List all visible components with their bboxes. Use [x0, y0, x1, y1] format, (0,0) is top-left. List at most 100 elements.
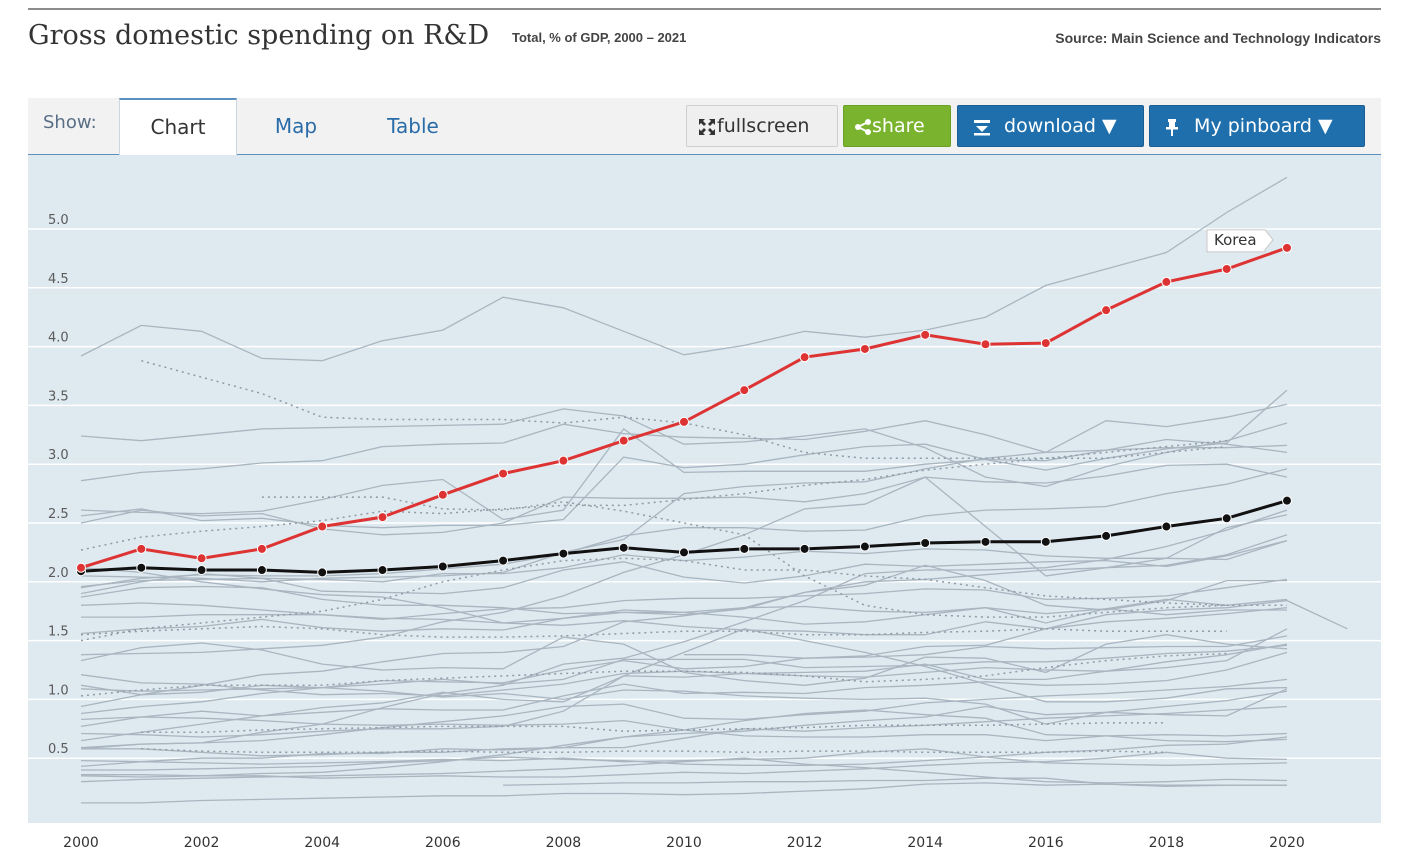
- average-point: [498, 555, 509, 566]
- country-series-line: [80, 539, 1288, 595]
- country-series-line: [80, 403, 1288, 482]
- country-series-line: [80, 651, 1288, 728]
- korea-point: [136, 543, 147, 554]
- x-tick-label: 2006: [425, 835, 461, 851]
- average-point: [859, 541, 870, 552]
- aggregate-series-line: [80, 625, 1227, 638]
- share-icon: [855, 118, 871, 135]
- pinboard-label: My pinboard ▼: [1194, 115, 1333, 137]
- y-tick-label: 2.0: [48, 566, 69, 581]
- tab-chart[interactable]: Chart: [119, 98, 237, 155]
- country-series-line: [80, 684, 1288, 725]
- page-subtitle: Total, % of GDP, 2000 – 2021: [512, 30, 687, 45]
- country-series-line: [80, 628, 1288, 738]
- average-point: [377, 565, 388, 576]
- country-series-line: [81, 705, 1288, 757]
- tab-map[interactable]: Map: [274, 114, 318, 138]
- korea-point: [739, 385, 750, 396]
- korea-tooltip: Korea: [1206, 229, 1274, 253]
- average-point: [256, 565, 267, 576]
- country-series-line: [81, 782, 1287, 804]
- country-series-line: [80, 748, 1288, 766]
- x-tick-label: 2000: [63, 835, 99, 851]
- download-icon: [974, 119, 990, 135]
- korea-point: [558, 455, 569, 466]
- y-tick-label: 1.5: [48, 625, 69, 640]
- aggregate-series-line: [141, 748, 1167, 754]
- x-axis-labels: 2000 2002 2004 2006 2008 2010 2012 2014 2016 2018…: [63, 835, 1305, 851]
- country-series-line: [80, 408, 1288, 488]
- korea-point: [256, 543, 267, 554]
- country-series-line: [80, 578, 1288, 621]
- average-point: [558, 548, 569, 559]
- average-point: [317, 567, 328, 578]
- country-series-line: [80, 751, 1288, 779]
- country-series-line: [80, 757, 1288, 784]
- country-series-line: [80, 509, 1288, 750]
- x-tick-label: 2008: [546, 835, 582, 851]
- y-tick-label: 3.5: [48, 389, 69, 404]
- country-series-line: [80, 634, 1288, 686]
- korea-point: [920, 329, 931, 340]
- average-point: [196, 565, 207, 576]
- korea-point: [679, 416, 689, 427]
- pin-icon: [1166, 118, 1178, 136]
- x-tick-label: 2014: [907, 835, 943, 851]
- korea-point: [1282, 242, 1292, 253]
- average-point: [136, 562, 147, 573]
- country-series-line: [684, 599, 1348, 659]
- average-point: [920, 537, 931, 548]
- pinboard-button[interactable]: My pinboard ▼: [1149, 105, 1365, 147]
- average-point: [1221, 513, 1232, 524]
- korea-point: [1221, 263, 1232, 274]
- fullscreen-icon: [699, 118, 715, 135]
- average-point: [618, 542, 629, 553]
- header-divider: [28, 8, 1381, 10]
- country-series-line: [80, 427, 1288, 521]
- korea-point: [859, 343, 870, 354]
- y-tick-label: 1.0: [48, 683, 69, 698]
- download-button[interactable]: download ▼: [957, 105, 1144, 147]
- country-series-line: [80, 644, 1288, 692]
- korea-point: [317, 521, 328, 532]
- korea-point: [799, 352, 810, 363]
- y-tick-label: 2.5: [48, 507, 69, 522]
- y-tick-label: 5.0: [48, 213, 69, 228]
- korea-point: [980, 339, 991, 350]
- aggregate-series-line: [261, 496, 1287, 618]
- country-series-line: [80, 643, 1288, 742]
- share-button[interactable]: share: [843, 105, 951, 147]
- y-tick-label: 3.0: [48, 448, 69, 463]
- country-series-line: [80, 463, 1288, 536]
- aggregate-series-line: [80, 445, 1227, 551]
- korea-point: [1040, 338, 1051, 349]
- country-series-line: [80, 539, 1288, 588]
- share-label: share: [872, 115, 925, 137]
- average-point: [980, 536, 991, 547]
- fullscreen-button[interactable]: fullscreen: [686, 105, 838, 147]
- x-tick-label: 2010: [666, 835, 702, 851]
- country-series-line: [81, 709, 1288, 777]
- country-series-line: [80, 567, 1288, 636]
- country-series-line: [80, 444, 1288, 583]
- y-tick-label: 4.5: [48, 272, 69, 287]
- tooltip-box: [1206, 229, 1274, 253]
- country-series-line: [80, 564, 1287, 635]
- average-point: [437, 561, 448, 572]
- x-tick-label: 2020: [1269, 835, 1305, 851]
- korea-point: [76, 562, 86, 573]
- tab-table[interactable]: Table: [387, 114, 439, 138]
- country-series-line: [81, 736, 1288, 771]
- korea-point: [498, 468, 509, 479]
- x-tick-label: 2002: [184, 835, 220, 851]
- tooltip-label: Korea: [1214, 231, 1257, 249]
- country-series-line: [80, 534, 1288, 708]
- country-series-line: [80, 716, 1288, 742]
- x-tick-label: 2004: [304, 835, 340, 851]
- download-label: download ▼: [1004, 115, 1117, 137]
- x-tick-label: 2012: [787, 835, 823, 851]
- aggregate-series-line: [80, 557, 1227, 642]
- korea-point: [196, 553, 207, 564]
- line-chart: 0.5 1.0 1.5 2.0 2.5 3.0 3.5 4.0 4.5 5.0 Korea: [28, 176, 1381, 804]
- show-label: Show:: [43, 112, 97, 133]
